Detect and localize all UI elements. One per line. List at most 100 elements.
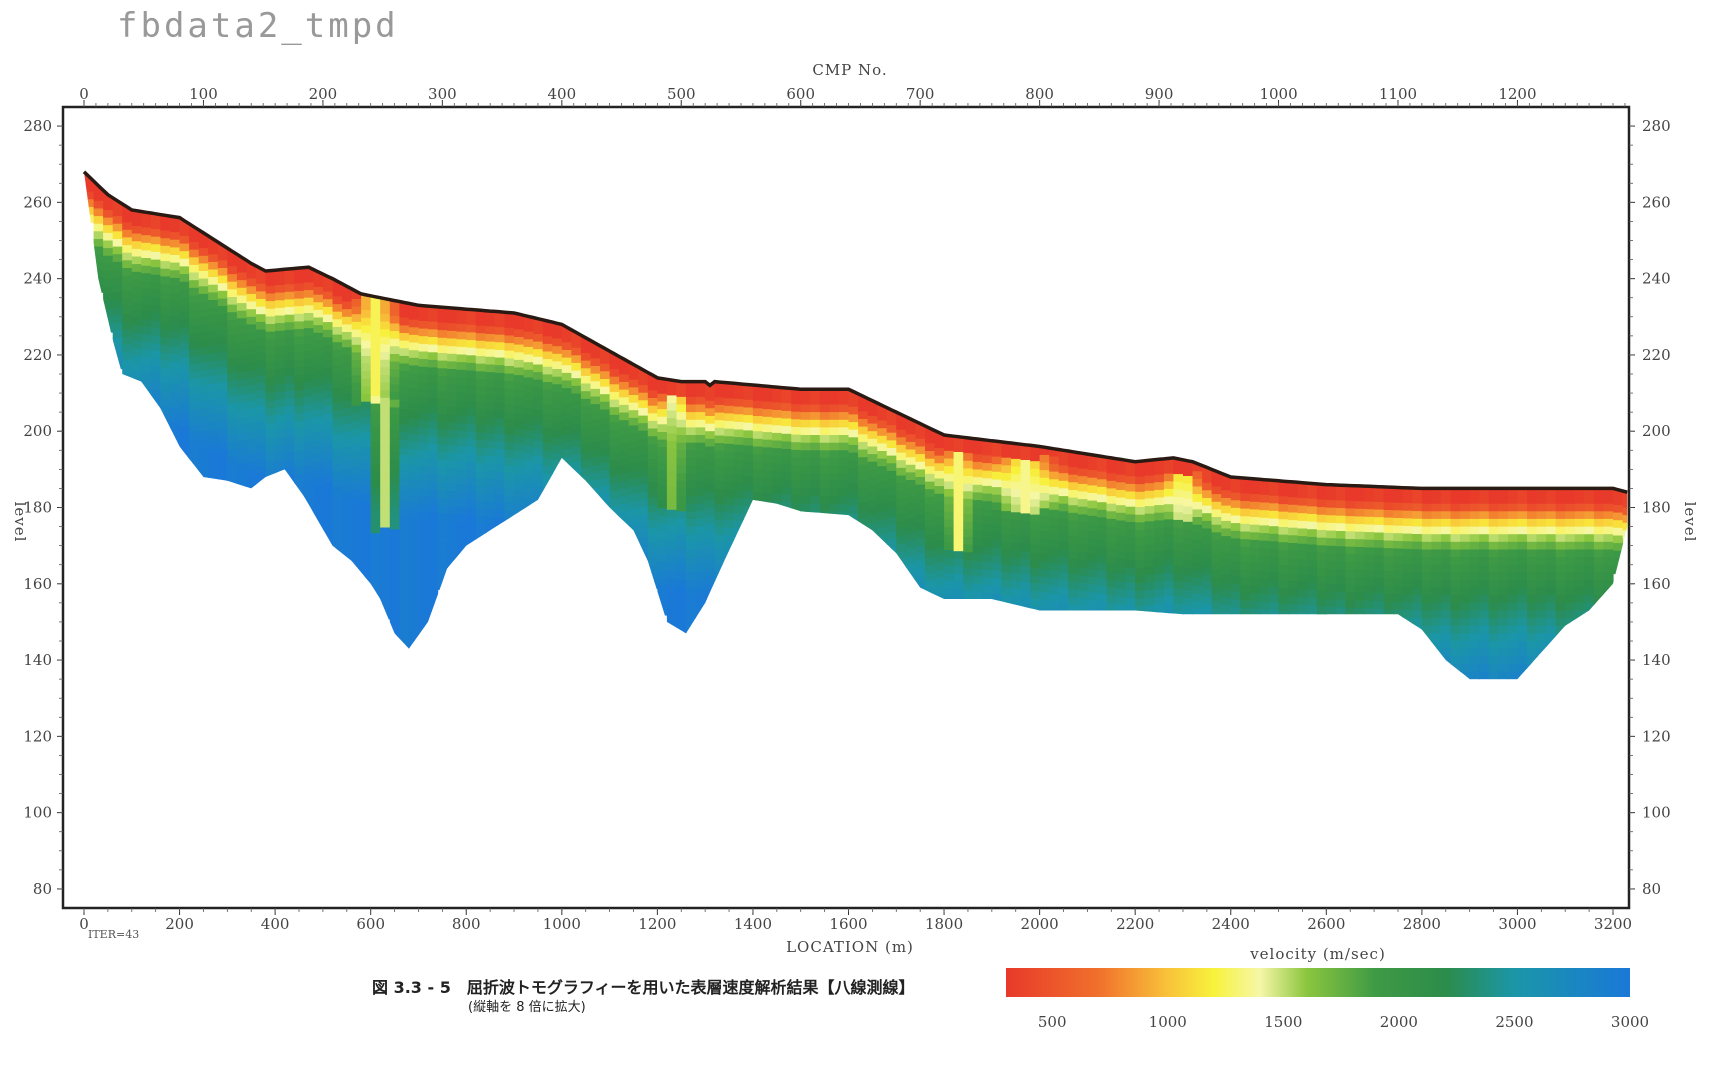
velocity-cell [666, 570, 678, 579]
velocity-cell [1326, 500, 1337, 509]
velocity-cell [1431, 511, 1442, 520]
velocity-cell [1135, 514, 1146, 523]
velocity-cell [1211, 509, 1222, 518]
velocity-cell [189, 257, 200, 266]
velocity-cell [542, 374, 553, 383]
velocity-cell [647, 565, 658, 575]
velocity-cell [1584, 564, 1595, 573]
velocity-cell [686, 442, 697, 451]
velocity-cell [1517, 618, 1528, 627]
velocity-cell [647, 558, 658, 567]
velocity-cell [399, 439, 410, 448]
velocity-cell [208, 277, 219, 286]
velocity-cell [1460, 587, 1471, 596]
velocity-cell [1230, 515, 1241, 524]
velocity-cell [1230, 500, 1241, 509]
velocity-cell [1221, 566, 1232, 575]
velocity-cell [647, 443, 658, 452]
velocity-cell [628, 478, 639, 488]
velocity-cell [236, 341, 248, 350]
velocity-cell [342, 469, 353, 478]
velocity-cell [179, 358, 190, 367]
velocity-cell [533, 417, 544, 427]
velocity-cell [523, 453, 534, 462]
velocity-cell [1125, 567, 1136, 576]
velocity-cell [351, 344, 362, 353]
velocity-cell [1106, 534, 1117, 543]
velocity-cell [1183, 575, 1194, 584]
cmp-tick-label: 100 [189, 85, 218, 103]
velocity-cell [313, 454, 324, 464]
velocity-cell [944, 519, 955, 528]
velocity-cell [982, 592, 993, 601]
x-tick-label: 2000 [1021, 915, 1059, 933]
velocity-cell [408, 319, 420, 328]
velocity-cell [380, 481, 391, 490]
velocity-cell [103, 240, 114, 249]
velocity-cell [380, 466, 391, 475]
velocity-cell [609, 361, 620, 370]
velocity-cell [322, 512, 334, 521]
velocity-cell [1450, 602, 1461, 612]
colorbar-tick-label: 2500 [1495, 1013, 1533, 1031]
velocity-cell [150, 351, 162, 360]
velocity-cell [303, 366, 314, 375]
velocity-cell [1202, 505, 1213, 514]
velocity-cell [1498, 641, 1509, 650]
velocity-cell [342, 454, 353, 463]
velocity-cell [389, 613, 400, 622]
velocity-cell [1020, 582, 1031, 591]
velocity-cell [103, 217, 114, 226]
velocity-cell [514, 321, 525, 330]
velocity-cell [399, 516, 410, 525]
velocity-cell [141, 364, 152, 373]
velocity-cell [829, 488, 840, 497]
velocity-cell [1584, 511, 1595, 520]
velocity-cell [963, 468, 974, 477]
velocity-cell [1183, 582, 1194, 591]
velocity-cell [1106, 564, 1117, 573]
velocity-cell [246, 400, 257, 409]
velocity-cell [686, 389, 697, 398]
velocity-cell [838, 412, 850, 421]
velocity-cell [1097, 540, 1108, 549]
velocity-cell [380, 489, 391, 498]
velocity-cell [1402, 564, 1413, 573]
velocity-cell [752, 484, 764, 493]
velocity-cell [705, 393, 716, 402]
velocity-cell [1469, 557, 1480, 566]
velocity-cell [1517, 518, 1528, 528]
velocity-cell [590, 480, 601, 489]
velocity-cell [1211, 517, 1222, 526]
velocity-cell [666, 563, 678, 572]
velocity-cell [886, 509, 897, 518]
velocity-cell [246, 408, 257, 417]
velocity-cell [1288, 504, 1299, 513]
velocity-cell [609, 391, 620, 401]
velocity-cell [619, 397, 630, 406]
velocity-cell [227, 441, 238, 451]
velocity-cell [437, 337, 448, 346]
velocity-cell [896, 490, 907, 499]
velocity-cell [1106, 473, 1117, 482]
velocity-cell [1001, 442, 1012, 451]
velocity-cell [504, 411, 515, 420]
velocity-cell [1460, 625, 1471, 634]
velocity-cell [800, 503, 811, 512]
velocity-cell [982, 577, 993, 586]
y-tick-label-right: 80 [1642, 880, 1661, 898]
velocity-cell [1527, 625, 1538, 634]
velocity-cell [982, 569, 993, 579]
velocity-cell [1020, 513, 1031, 522]
velocity-cell [743, 468, 754, 477]
velocity-cell [848, 399, 859, 408]
velocity-cell [1020, 536, 1031, 545]
velocity-cell [523, 377, 534, 386]
velocity-cell [294, 367, 305, 376]
velocity-cell [1450, 572, 1461, 581]
velocity-cell [428, 512, 439, 521]
velocity-cell [236, 356, 248, 365]
velocity-cell [972, 591, 983, 600]
velocity-cell [552, 346, 563, 355]
velocity-cell [294, 336, 305, 345]
